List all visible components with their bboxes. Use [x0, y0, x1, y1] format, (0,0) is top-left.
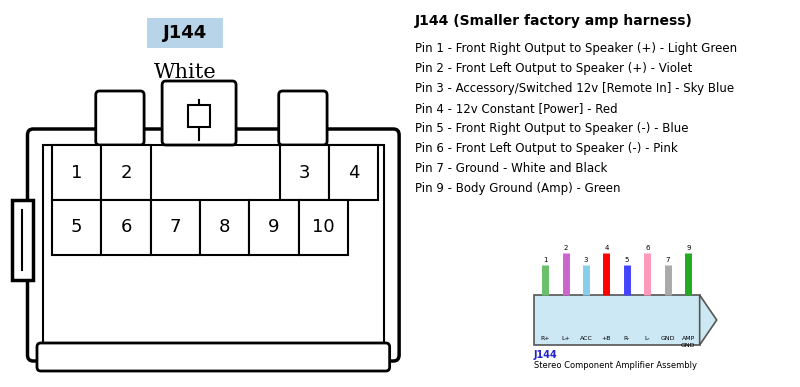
Text: AMP: AMP	[682, 336, 695, 341]
Bar	[52, 200, 102, 255]
Text: ACC: ACC	[579, 336, 593, 341]
Bar	[188, 105, 210, 127]
Text: 6: 6	[645, 245, 650, 251]
Bar	[102, 200, 150, 255]
Bar	[200, 200, 250, 255]
Text: Stereo Component Amplifier Assembly: Stereo Component Amplifier Assembly	[534, 361, 697, 370]
FancyBboxPatch shape	[278, 91, 327, 145]
Bar	[329, 145, 378, 200]
Text: 3: 3	[298, 163, 310, 182]
FancyBboxPatch shape	[96, 91, 144, 145]
Text: Pin 3 - Accessory/Switched 12v [Remote In] - Sky Blue: Pin 3 - Accessory/Switched 12v [Remote I…	[415, 82, 734, 95]
Text: 9: 9	[268, 219, 280, 236]
Text: GND: GND	[661, 336, 675, 341]
Text: White: White	[154, 62, 216, 82]
Text: 1: 1	[543, 257, 547, 263]
Text: 10: 10	[312, 219, 334, 236]
Text: L-: L-	[645, 336, 650, 341]
FancyBboxPatch shape	[162, 81, 236, 145]
Text: 6: 6	[121, 219, 132, 236]
Bar	[52, 145, 102, 200]
Bar	[102, 145, 150, 200]
Bar	[280, 145, 329, 200]
Text: J144: J144	[534, 350, 558, 360]
Text: 7: 7	[666, 257, 670, 263]
Text: 7: 7	[170, 219, 181, 236]
Text: 4: 4	[604, 245, 609, 251]
Text: 5: 5	[625, 257, 629, 263]
Bar	[298, 200, 348, 255]
Text: Pin 5 - Front Right Output to Speaker (-) - Blue: Pin 5 - Front Right Output to Speaker (-…	[415, 122, 689, 135]
Text: Pin 9 - Body Ground (Amp) - Green: Pin 9 - Body Ground (Amp) - Green	[415, 182, 621, 195]
Bar	[250, 200, 298, 255]
Text: 2: 2	[120, 163, 132, 182]
Bar	[147, 18, 222, 48]
Text: R+: R+	[540, 336, 550, 341]
Text: Pin 6 - Front Left Output to Speaker (-) - Pink: Pin 6 - Front Left Output to Speaker (-)…	[415, 142, 678, 155]
Text: 5: 5	[71, 219, 82, 236]
Bar	[534, 295, 700, 345]
Text: Pin 4 - 12v Constant [Power] - Red: Pin 4 - 12v Constant [Power] - Red	[415, 102, 618, 115]
FancyBboxPatch shape	[37, 343, 390, 371]
Text: Pin 7 - Ground - White and Black: Pin 7 - Ground - White and Black	[415, 162, 608, 175]
FancyBboxPatch shape	[27, 129, 399, 361]
Text: 8: 8	[219, 219, 230, 236]
Bar	[150, 200, 200, 255]
Text: 9: 9	[686, 245, 690, 251]
Text: Pin 2 - Front Left Output to Speaker (+) - Violet: Pin 2 - Front Left Output to Speaker (+)…	[415, 62, 693, 75]
Text: J144 (Smaller factory amp harness): J144 (Smaller factory amp harness)	[415, 14, 693, 28]
Text: J144: J144	[162, 24, 207, 42]
Text: 4: 4	[348, 163, 359, 182]
Polygon shape	[700, 295, 717, 345]
Text: Pin 1 - Front Right Output to Speaker (+) - Light Green: Pin 1 - Front Right Output to Speaker (+…	[415, 42, 738, 55]
Text: 2: 2	[563, 245, 568, 251]
Text: GND: GND	[681, 343, 695, 348]
Text: 1: 1	[71, 163, 82, 182]
Bar	[12, 200, 33, 280]
Text: +B: +B	[602, 336, 611, 341]
Text: L+: L+	[561, 336, 570, 341]
Text: 3: 3	[584, 257, 588, 263]
Text: R-: R-	[624, 336, 630, 341]
FancyBboxPatch shape	[42, 145, 384, 345]
